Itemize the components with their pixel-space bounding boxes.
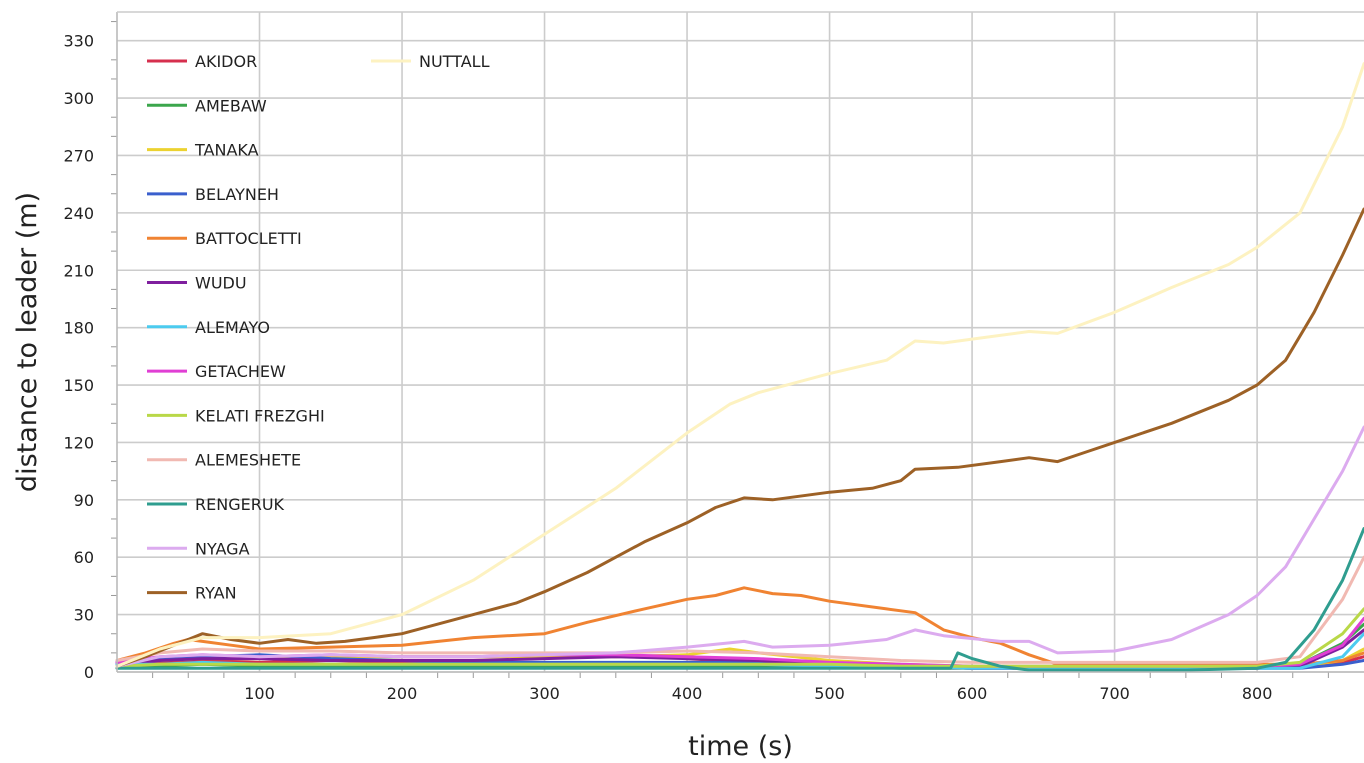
x-tick-label: 400 [672,684,703,703]
legend-label: NUTTALL [419,52,490,71]
legend-label: ALEMESHETE [195,451,301,470]
legend-label: BATTOCLETTI [195,229,302,248]
axes [116,11,1364,673]
legend: AKIDOR AMEBAW TANAKA BELAYNEH BATTOCLETTI WUD… [147,52,490,603]
y-tick-label: 0 [84,663,94,682]
legend-label: WUDU [195,274,247,293]
series-line-ryan [115,207,1364,668]
grid [117,12,1364,673]
y-tick-label: 150 [63,376,94,395]
y-tick-label: 90 [74,491,94,510]
y-axis-title: distance to leader (m) [12,192,43,492]
series-line-nyaga [115,425,1364,668]
series-line-alemeshete [115,555,1364,664]
y-tick-label: 60 [74,548,94,567]
x-tick-label: 800 [1242,684,1273,703]
y-tick-label: 30 [74,606,94,625]
legend-label: GETACHEW [195,362,286,381]
axis-ticks: 100 200 300 400 500 600 700 800 0 30 60 90 120 150 180… [63,21,1329,703]
series-lines [115,62,1364,672]
series-line-battocletti [115,586,1364,666]
y-tick-label: 210 [63,261,94,280]
series-line-rengeruk [115,527,1364,672]
legend-label: TANAKA [194,141,259,160]
legend-label: AMEBAW [195,96,267,115]
y-tick-label: 180 [63,319,94,338]
x-tick-label: 600 [957,684,988,703]
legend-label: AKIDOR [195,52,257,71]
y-tick-label: 330 [63,32,94,51]
legend-label: RYAN [195,584,237,603]
x-axis-title: time (s) [688,731,793,762]
y-tick-label: 240 [63,204,94,223]
legend-label: NYAGA [195,539,250,558]
x-tick-label: 100 [244,684,275,703]
series-line-kelati-frezghi [115,607,1364,668]
legend-label: BELAYNEH [195,185,279,204]
legend-label: ALEMAYO [195,318,270,337]
legend-label: RENGERUK [195,495,285,514]
y-tick-label: 270 [63,146,94,165]
series-line-nuttall [115,62,1364,668]
plot-area [117,12,1364,672]
y-tick-label: 300 [63,89,94,108]
y-tick-label: 120 [63,433,94,452]
legend-label: KELATI FREZGHI [195,406,325,425]
x-tick-label: 700 [1099,684,1130,703]
x-tick-label: 500 [814,684,845,703]
x-tick-label: 200 [387,684,418,703]
x-tick-label: 300 [529,684,560,703]
